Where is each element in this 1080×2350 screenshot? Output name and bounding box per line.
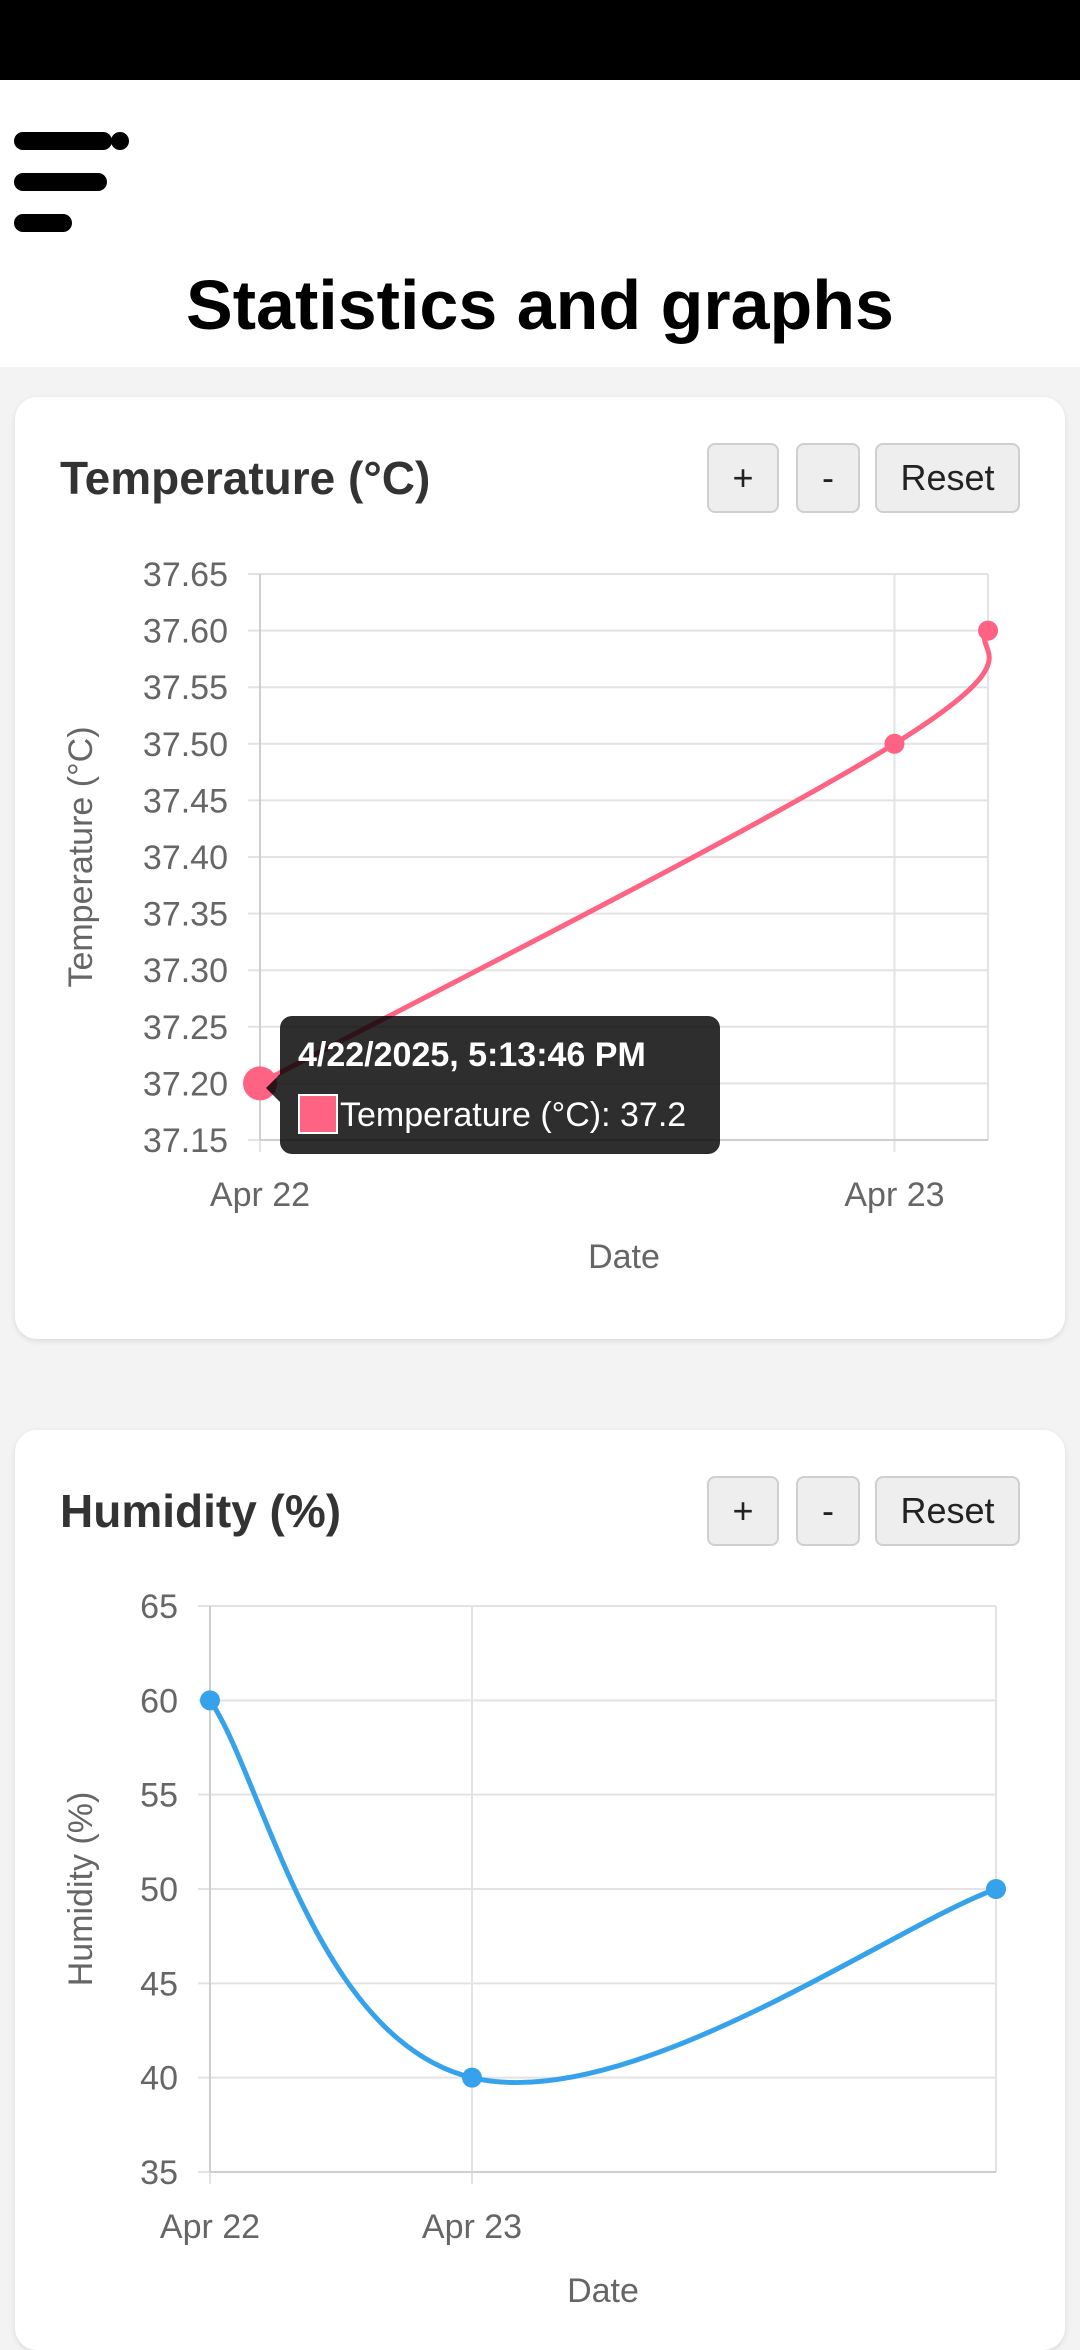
temperature-reset-button[interactable]: Reset	[875, 443, 1020, 513]
humidity-x-tick-label: Apr 23	[422, 2208, 522, 2246]
temperature-y-tick-label: 37.15	[143, 1122, 228, 1160]
temperature-zoom-in-button[interactable]: +	[707, 443, 779, 513]
temperature-y-tick-label: 37.40	[143, 839, 228, 877]
humidity-data-point	[200, 1690, 220, 1711]
humidity-y-axis-title: Humidity (%)	[62, 1792, 100, 1987]
humidity-y-tick-label: 45	[140, 1965, 178, 2003]
page-title: Statistics and graphs	[186, 266, 894, 344]
humidity-data-point	[462, 2067, 482, 2088]
temperature-y-tick-label: 37.60	[143, 613, 228, 651]
humidity-y-tick-label: 65	[140, 1588, 178, 1626]
temperature-x-tick-label: Apr 23	[844, 1176, 944, 1214]
tooltip-color-swatch	[298, 1094, 338, 1134]
humidity-reset-button[interactable]: Reset	[875, 1476, 1020, 1546]
temperature-x-tick-label: Apr 22	[210, 1176, 310, 1214]
humidity-data-point	[986, 1879, 1006, 1899]
temperature-x-axis-title: Date	[588, 1238, 660, 1276]
temperature-y-tick-label: 37.50	[143, 726, 228, 764]
temperature-y-tick-label: 37.45	[143, 782, 228, 820]
tooltip-body: Temperature (°C): 37.2	[340, 1096, 687, 1134]
temperature-data-point	[884, 733, 905, 754]
humidity-y-tick-label: 50	[140, 1871, 178, 1909]
temperature-chart-title: Temperature (°C)	[60, 452, 431, 504]
tooltip-title: 4/22/2025, 5:13:46 PM	[298, 1036, 646, 1074]
temperature-y-tick-label: 37.35	[143, 896, 228, 934]
temperature-y-tick-label: 37.65	[143, 556, 228, 594]
temperature-y-tick-label: 37.30	[143, 952, 228, 990]
temperature-y-tick-label: 37.25	[143, 1009, 228, 1047]
tooltip-caret	[266, 1074, 280, 1102]
humidity-chart-title: Humidity (%)	[60, 1485, 342, 1537]
app-header: Statistics and graphs	[0, 80, 1080, 367]
temperature-data-point	[978, 620, 998, 641]
humidity-y-tick-label: 40	[140, 2060, 178, 2098]
humidity-x-axis-title: Date	[567, 2272, 639, 2310]
hamburger-menu-icon[interactable]	[14, 132, 132, 232]
humidity-y-tick-label: 60	[140, 1682, 178, 1720]
humidity-x-tick-label: Apr 22	[160, 2208, 260, 2246]
temperature-series-line	[258, 629, 992, 1086]
humidity-y-tick-label: 35	[140, 2154, 178, 2192]
humidity-zoom-in-button[interactable]: +	[707, 1476, 779, 1546]
humidity-series-line	[207, 1698, 997, 2086]
chart-tooltip: 4/22/2025, 5:13:46 PM Temperature (°C): …	[266, 1016, 720, 1154]
humidity-zoom-out-button[interactable]: -	[796, 1476, 860, 1546]
temperature-y-tick-label: 37.55	[143, 669, 228, 707]
temperature-chart-card: Temperature (°C) + - Reset	[15, 397, 1065, 1339]
status-bar	[0, 0, 1080, 80]
temperature-y-axis-title: Temperature (°C)	[62, 726, 100, 987]
temperature-zoom-out-button[interactable]: -	[796, 443, 860, 513]
humidity-y-tick-label: 55	[140, 1777, 178, 1815]
temperature-y-tick-label: 37.20	[143, 1065, 228, 1103]
